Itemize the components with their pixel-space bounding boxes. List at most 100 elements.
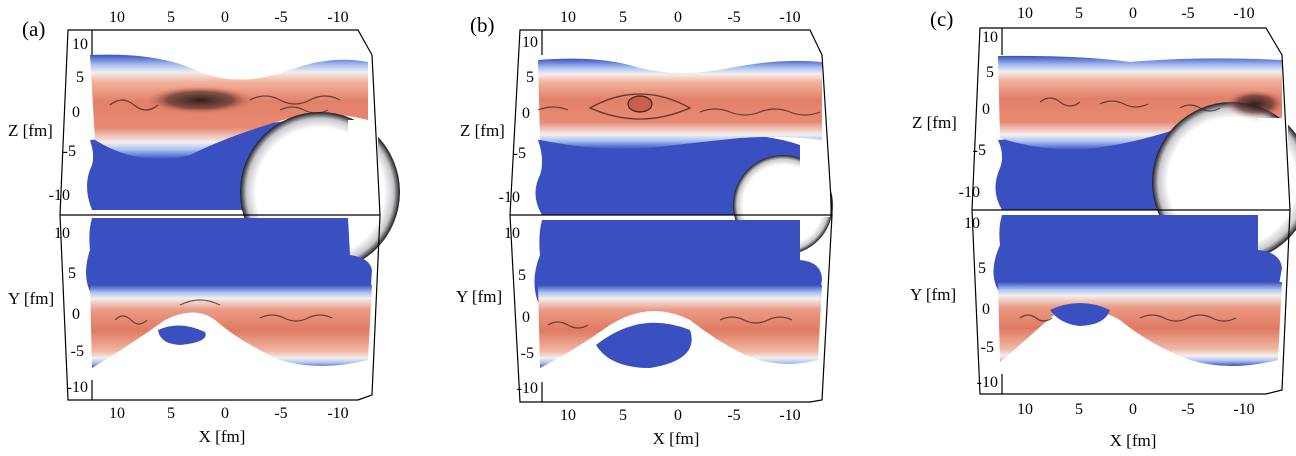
tick-label: 5 (619, 407, 627, 424)
tick-label: 5 (1075, 5, 1083, 22)
panel-b-z-ticks: 10 5 0 -5 -10 (499, 34, 538, 206)
tick-label: -5 (521, 345, 534, 362)
tick-label: -5 (973, 142, 986, 159)
panel-c-frame (971, 27, 1291, 395)
panel-a-bottom-ticks: 10 5 0 -5 -10 (109, 405, 349, 422)
tick-label: -10 (1233, 5, 1254, 22)
panel-c-bottom-ripples (1019, 314, 1237, 322)
panel-c-bottom-band (998, 282, 1282, 366)
tick-label: 10 (54, 225, 70, 242)
tick-label: -5 (63, 143, 76, 160)
panel-a-bottom-ripples (114, 299, 333, 325)
tick-label: -5 (727, 407, 740, 424)
tick-label: -10 (327, 9, 348, 26)
tick-label: 5 (167, 405, 175, 422)
tick-label: 10 (1017, 401, 1033, 418)
tick-label: -10 (67, 379, 88, 396)
tick-label: -10 (517, 380, 538, 397)
panel-c-bottom-ticks: 10 5 0 -5 -10 (1017, 401, 1255, 418)
panel-b-x-label: X [fm] (653, 429, 700, 448)
panel-b-y-ticks: 10 5 0 -5 -10 (504, 225, 538, 397)
panel-c-bottom-blue-foot (1050, 303, 1110, 326)
tick-label: -5 (513, 145, 526, 162)
panel-a-x-label: X [fm] (199, 427, 246, 446)
tick-label: -10 (779, 9, 800, 26)
tick-label: 5 (526, 69, 534, 86)
tick-label: 0 (522, 309, 530, 326)
panel-a-top-cut (348, 120, 378, 215)
panel-b-top-cut (800, 142, 830, 217)
tick-label: 0 (221, 9, 229, 26)
panel-b-frame (509, 29, 833, 403)
tick-label: 10 (560, 407, 576, 424)
tick-label: -10 (959, 184, 980, 201)
panel-a-y-label: Y [fm] (8, 289, 54, 308)
tick-label: 10 (964, 215, 980, 232)
panel-b-bottom-ripples (547, 316, 793, 329)
tick-label: 0 (674, 9, 682, 26)
tick-label: -5 (274, 405, 287, 422)
panel-b-top-band (538, 58, 822, 149)
panel-a: (a) 10 5 0 -5 -10 10 5 0 -5 -10 Z [fm (8, 9, 400, 446)
panel-c-top-cut (1258, 118, 1288, 213)
tick-label: -5 (71, 343, 84, 360)
tick-label: 5 (619, 9, 627, 26)
panel-c-x-label: X [fm] (1110, 431, 1157, 450)
tick-label: -10 (977, 374, 998, 391)
tick-label: 0 (72, 306, 80, 323)
panel-b-top-bubble (627, 95, 653, 113)
panel-b-bottom-band (538, 285, 822, 368)
panel-a-z-ticks: 10 5 0 -5 -10 (49, 36, 88, 204)
panel-c-top-ripples (1039, 97, 1221, 112)
tick-label: -10 (1233, 401, 1254, 418)
tick-label: -5 (274, 9, 287, 26)
panel-a-frame (59, 29, 381, 401)
panel-b-bottom-blue-body (534, 220, 822, 302)
panel-a-bottom-blue-foot (158, 325, 206, 345)
tick-label: -10 (49, 187, 70, 204)
panel-a-label: (a) (22, 17, 45, 41)
tick-label: 10 (504, 225, 520, 242)
tick-label: 10 (72, 36, 88, 53)
panel-b-top-ripples (537, 106, 821, 116)
tick-label: -10 (327, 405, 348, 422)
panel-a-bottom-band (90, 285, 372, 368)
panel-a-top-ripples (109, 95, 341, 114)
panel-c-z-ticks: 10 5 0 -5 -10 (959, 29, 998, 201)
panel-a-y-ticks: 10 5 0 -5 -10 (54, 225, 88, 396)
panel-b-label: (b) (470, 13, 495, 37)
tick-label: 0 (72, 104, 80, 121)
tick-label: -5 (1181, 5, 1194, 22)
tick-label: 10 (109, 9, 125, 26)
panel-c-y-label: Y [fm] (910, 285, 956, 304)
tick-label: 5 (167, 9, 175, 26)
panel-b-bottom-blue-foot (596, 322, 692, 368)
tick-label: 0 (522, 105, 530, 122)
panel-b-top-ring (588, 93, 692, 120)
tick-label: -10 (499, 189, 520, 206)
tick-label: 5 (76, 69, 84, 86)
panel-c: (c) 10 5 0 -5 -10 10 5 0 -5 -10 Z [fm] 1… (910, 5, 1296, 450)
tick-label: 5 (68, 265, 76, 282)
tick-label: 5 (978, 260, 986, 277)
panel-a-bottom-blue-body (86, 218, 372, 300)
tick-label: 5 (518, 267, 526, 284)
panel-a-top-dark-blob (145, 86, 255, 114)
panel-c-label: (c) (930, 7, 953, 31)
panel-b: (b) 10 5 0 -5 -10 10 5 0 -5 -10 Z [fm] 1… (456, 9, 833, 448)
tick-label: 0 (1129, 401, 1137, 418)
panel-c-top-band (998, 55, 1282, 150)
panel-c-bottom-blue-body (993, 215, 1282, 290)
tick-label: 0 (221, 405, 229, 422)
tick-label: 10 (982, 29, 998, 46)
panel-a-z-label: Z [fm] (8, 121, 53, 140)
panel-b-z-label: Z [fm] (460, 121, 505, 140)
panel-c-z-label: Z [fm] (912, 113, 957, 132)
tick-label: 5 (986, 64, 994, 81)
panel-b-y-label: Y [fm] (456, 287, 502, 306)
tick-label: 10 (560, 9, 576, 26)
panel-c-y-ticks: 10 5 0 -5 -10 (964, 215, 998, 391)
tick-label: -5 (981, 339, 994, 356)
panel-b-top-ticks: 10 5 0 -5 -10 (560, 9, 801, 26)
